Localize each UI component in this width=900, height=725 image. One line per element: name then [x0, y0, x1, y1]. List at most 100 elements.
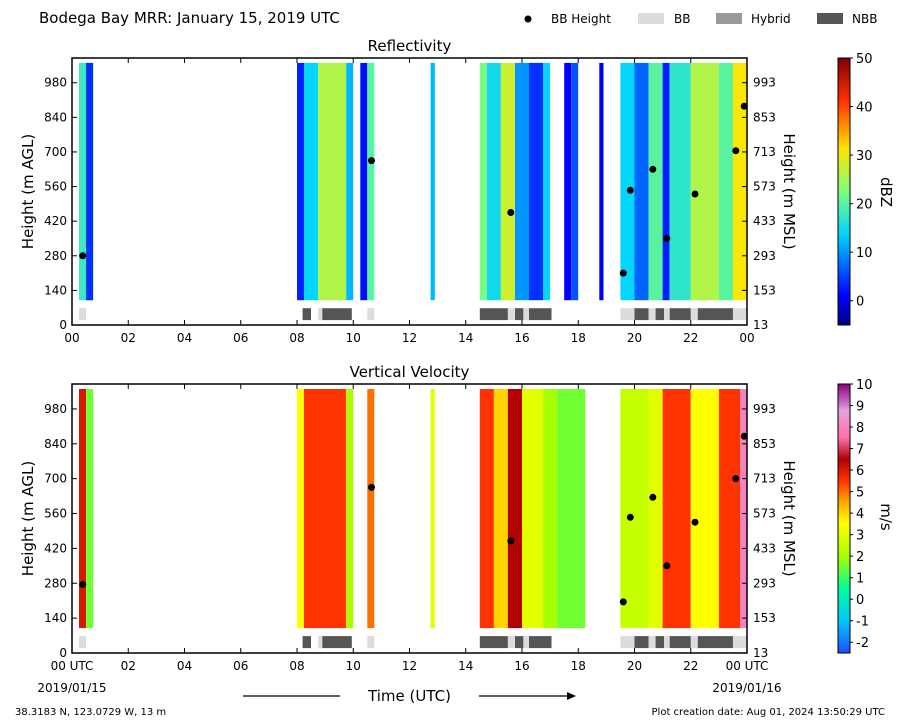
- colorbar-tick-label: 8: [856, 421, 864, 436]
- heatmap-column: [690, 389, 719, 629]
- x-tick-label: 20: [627, 331, 642, 345]
- legend-hybrid-label: Hybrid: [751, 12, 791, 26]
- velocity-ylabel-right: Height (m MSL): [780, 460, 798, 576]
- reflectivity-ylabel: Height (m AGL): [19, 134, 37, 249]
- y-tick-label: 280: [44, 249, 67, 263]
- x-tick-label: 16: [514, 331, 529, 345]
- reflectivity-colorbar-label: dBZ: [877, 177, 895, 207]
- velocity-title: Vertical Velocity: [350, 363, 470, 381]
- heatmap-column: [620, 62, 635, 301]
- bb-height-point: [740, 432, 748, 440]
- bb-type-bar: [322, 636, 352, 649]
- bb-type-bar: [664, 308, 670, 321]
- bb-type-bar: [322, 308, 352, 321]
- bb-type-bar: [507, 308, 515, 321]
- y-tick-label: 420: [44, 214, 67, 228]
- bb-type-bar: [479, 308, 508, 321]
- heatmap-column: [430, 389, 435, 629]
- heatmap-column: [740, 389, 747, 629]
- bb-height-point: [626, 513, 634, 521]
- heatmap-column: [515, 62, 530, 301]
- bb-type-bar: [515, 308, 524, 321]
- y-right-tick-label: 993: [753, 76, 776, 90]
- x-tick-label: 10: [346, 659, 361, 673]
- y-right-tick-label: 293: [753, 576, 776, 590]
- x-tick-label: 22: [683, 659, 698, 673]
- velocity-bb-height-points: [79, 432, 748, 606]
- velocity-ylabel: Height (m AGL): [19, 461, 37, 576]
- y-right-tick-label: 573: [753, 180, 776, 194]
- legend-bb-height-label: BB Height: [551, 12, 611, 26]
- reflectivity-bb-type-bars: [79, 308, 747, 321]
- x-tick-label: 08: [289, 659, 304, 673]
- legend-bb-swatch: [638, 13, 664, 24]
- bb-type-bar: [79, 636, 86, 649]
- heatmap-column: [564, 62, 572, 301]
- heatmap-column: [304, 389, 347, 629]
- y-right-tick-label: 713: [753, 145, 776, 159]
- bb-type-bar: [620, 308, 635, 321]
- heatmap-column: [718, 389, 740, 629]
- colorbar-tick-label: 10: [856, 378, 873, 393]
- bb-type-bar: [634, 636, 649, 649]
- creation-date-text: Plot creation date: Aug 01, 2024 13:50:2…: [652, 707, 885, 718]
- x-tick-label: 10: [346, 331, 361, 345]
- x-tick-label: 12: [402, 331, 417, 345]
- bb-type-bar: [318, 308, 323, 321]
- x-tick-label: 20: [627, 659, 642, 673]
- bb-type-bar: [302, 636, 311, 649]
- reflectivity-bb-height-points: [79, 102, 748, 277]
- y-tick-label: 140: [44, 611, 67, 625]
- reflectivity-title: Reflectivity: [368, 37, 452, 55]
- location-text: 38.3183 N, 123.0729 W, 13 m: [15, 707, 166, 718]
- legend-bb-height-marker: [524, 15, 532, 23]
- end-date: 2019/01/16: [712, 681, 781, 695]
- y-tick-label: 700: [44, 145, 67, 159]
- bb-type-bar: [669, 308, 691, 321]
- heatmap-column: [318, 62, 347, 301]
- heatmap-column: [86, 389, 94, 629]
- velocity-x-ticks: 00 UTC 02 04 06 08 10 12 14 16 18 20 22 00 UTC: [51, 384, 769, 673]
- x-tick-label: 00 UTC: [726, 659, 769, 673]
- heatmap-column: [543, 62, 551, 301]
- y-tick-label: 840: [44, 110, 67, 124]
- bb-type-bar: [732, 636, 747, 649]
- bb-type-bar: [79, 308, 86, 321]
- bb-type-bar: [732, 308, 747, 321]
- colorbar-tick-label: 5: [856, 486, 864, 501]
- bb-height-point: [663, 562, 671, 570]
- heatmap-column: [571, 62, 579, 301]
- bb-type-bar: [302, 308, 311, 321]
- colorbar-tick-label: 20: [856, 198, 873, 213]
- bb-type-bar: [664, 636, 670, 649]
- bb-height-point: [507, 209, 515, 216]
- legend: BB Height BB Hybrid NBB: [524, 12, 877, 26]
- bb-height-point: [626, 186, 634, 194]
- x-tick-label: 02: [121, 331, 136, 345]
- heatmap-column: [500, 62, 515, 301]
- colorbar-tick-label: -1: [856, 615, 869, 630]
- y-tick-label: 0: [59, 646, 67, 660]
- heatmap-column: [507, 389, 522, 629]
- heatmap-column: [599, 62, 604, 301]
- colorbar-tick-label: 10: [856, 246, 873, 261]
- x-tick-label: 00: [739, 331, 754, 345]
- page-title: Bodega Bay MRR: January 15, 2019 UTC: [39, 9, 340, 27]
- x-tick-label: 02: [121, 659, 136, 673]
- bb-type-bar: [523, 636, 529, 649]
- velocity-colorbar-label: m/s: [877, 503, 895, 531]
- bb-height-point: [740, 102, 748, 110]
- heatmap-column: [367, 62, 375, 301]
- heatmap-column: [529, 62, 544, 301]
- bb-height-point: [649, 493, 657, 501]
- colorbar-tick-label: 7: [856, 443, 864, 458]
- heatmap-column: [346, 389, 354, 629]
- heatmap-column: [360, 62, 368, 301]
- y-tick-label: 280: [44, 576, 67, 590]
- colorbar-tick-label: 40: [856, 101, 873, 116]
- reflectivity-y-ticks-right: 13 153 293 433 573 713 853 993: [742, 76, 776, 332]
- y-tick-label: 140: [44, 283, 67, 297]
- reflectivity-data: [79, 62, 747, 301]
- y-right-tick-label: 573: [753, 507, 776, 521]
- y-right-tick-label: 993: [753, 402, 776, 416]
